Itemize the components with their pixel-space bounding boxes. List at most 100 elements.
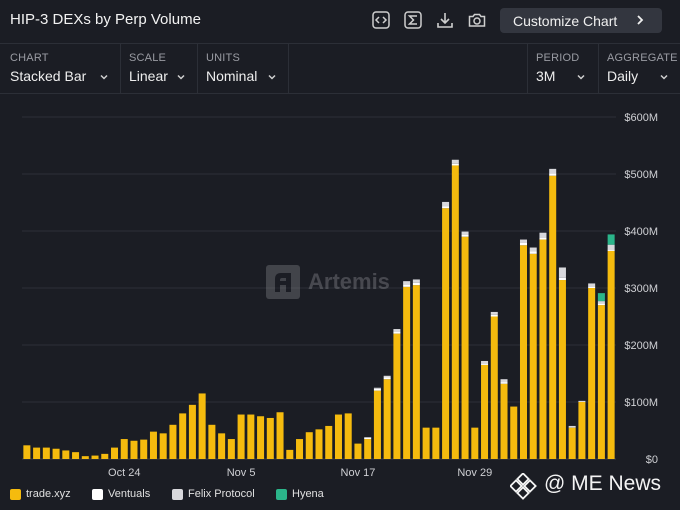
divider	[288, 44, 289, 93]
chevron-down-icon	[577, 74, 585, 80]
bar-segment	[481, 364, 489, 459]
bar-segment	[81, 456, 89, 459]
legend-swatch	[276, 489, 287, 500]
bar-segment	[529, 247, 537, 252]
x-tick-label: Nov 29	[457, 467, 492, 478]
bar-segment	[529, 251, 537, 254]
bar-segment	[510, 406, 518, 459]
bar-segment	[393, 333, 401, 459]
bar-segment	[364, 437, 372, 440]
bar-segment	[451, 165, 459, 459]
y-tick-label: $0	[646, 454, 658, 466]
sigma-icon[interactable]	[403, 10, 423, 30]
bar-segment	[179, 413, 187, 459]
bar-segment	[558, 277, 566, 281]
bar-segment	[549, 175, 557, 459]
bar-segment	[111, 447, 119, 459]
bar-segment	[539, 239, 547, 459]
bar-segment	[588, 283, 596, 287]
divider	[197, 44, 198, 93]
bar-segment	[149, 431, 157, 459]
bar-segment	[588, 286, 596, 288]
bar-segment	[286, 449, 294, 459]
bar-segment	[471, 427, 479, 459]
legend-label: Ventuals	[108, 488, 151, 500]
bar-segment	[383, 377, 391, 380]
bar-segment	[412, 285, 420, 459]
bar-segment	[597, 301, 605, 304]
scale-select[interactable]: SCALE Linear	[121, 44, 197, 93]
bar-segment	[490, 314, 498, 317]
bar-segment	[422, 427, 430, 459]
bar-segment	[403, 284, 411, 287]
bar-segment	[383, 379, 391, 459]
bar-segment	[500, 382, 508, 384]
bar-segment	[188, 404, 196, 459]
bar-segment	[247, 414, 255, 459]
bar-segment	[451, 159, 459, 164]
bar-segment	[578, 400, 586, 402]
bar-segment	[72, 452, 80, 459]
bar-segment	[412, 282, 420, 286]
bar-segment	[101, 453, 109, 459]
bar-segment	[588, 288, 596, 459]
bar-segment	[597, 305, 605, 459]
bar-segment	[558, 267, 566, 278]
bar-segment	[607, 234, 615, 245]
bar-segment	[519, 245, 527, 459]
camera-icon[interactable]	[467, 10, 487, 30]
bar-segment	[373, 388, 381, 391]
bar-segment	[130, 440, 138, 459]
bar-segment	[62, 450, 70, 459]
units-select[interactable]: UNITS Nominal	[198, 44, 288, 93]
bar-segment	[42, 447, 50, 459]
bar-segment	[257, 416, 265, 459]
customize-chart-button[interactable]: Customize Chart	[500, 8, 662, 33]
y-tick-label: $300M	[624, 283, 658, 295]
bar-segment	[539, 237, 547, 240]
units-label: UNITS	[206, 52, 240, 64]
bar-segment	[432, 427, 440, 459]
bar-segment	[393, 329, 401, 332]
bar-segment	[140, 439, 148, 459]
aggregate-label: AGGREGATE	[607, 52, 678, 64]
bar-segment	[607, 249, 615, 251]
bar-segment	[568, 427, 576, 459]
period-select[interactable]: PERIOD 3M	[528, 44, 598, 93]
bar-segment	[198, 393, 206, 459]
bar-segment	[266, 417, 274, 459]
bar-segment	[461, 236, 469, 459]
bar-segment	[373, 390, 381, 459]
aggregate-select[interactable]: AGGREGATE Daily	[599, 44, 680, 93]
bar-segment	[208, 424, 216, 459]
units-value: Nominal	[206, 68, 258, 84]
bar-segment	[334, 414, 342, 459]
bar-segment	[364, 439, 372, 459]
chart-title: HIP-3 DEXs by Perp Volume	[10, 11, 201, 28]
x-tick-label: Oct 24	[108, 467, 140, 478]
bar-segment	[578, 402, 586, 459]
bar-segment	[227, 439, 235, 459]
bar-segment	[519, 239, 527, 243]
bar-segment	[461, 234, 469, 237]
legend-swatch	[172, 489, 183, 500]
bar-segment	[120, 439, 128, 459]
me-news-overlay: @ ME News	[510, 471, 680, 500]
legend-label: Hyena	[292, 488, 324, 500]
bar-segment	[481, 363, 489, 365]
scale-value: Linear	[129, 68, 168, 84]
bar-segment	[519, 242, 527, 246]
bar-segment	[383, 375, 391, 378]
x-tick-label: Nov 5	[227, 467, 256, 478]
download-icon[interactable]	[435, 10, 455, 30]
artemis-watermark: Artemis	[266, 265, 390, 299]
bar-segment	[315, 429, 323, 459]
code-icon[interactable]	[371, 10, 391, 30]
bar-segment	[403, 281, 411, 285]
bar-segment	[305, 432, 313, 459]
y-tick-label: $200M	[624, 340, 658, 352]
bar-segment	[490, 311, 498, 315]
bar-segment	[461, 231, 469, 235]
chart-type-select[interactable]: CHART Stacked Bar	[0, 44, 120, 93]
bar-segment	[393, 331, 401, 334]
